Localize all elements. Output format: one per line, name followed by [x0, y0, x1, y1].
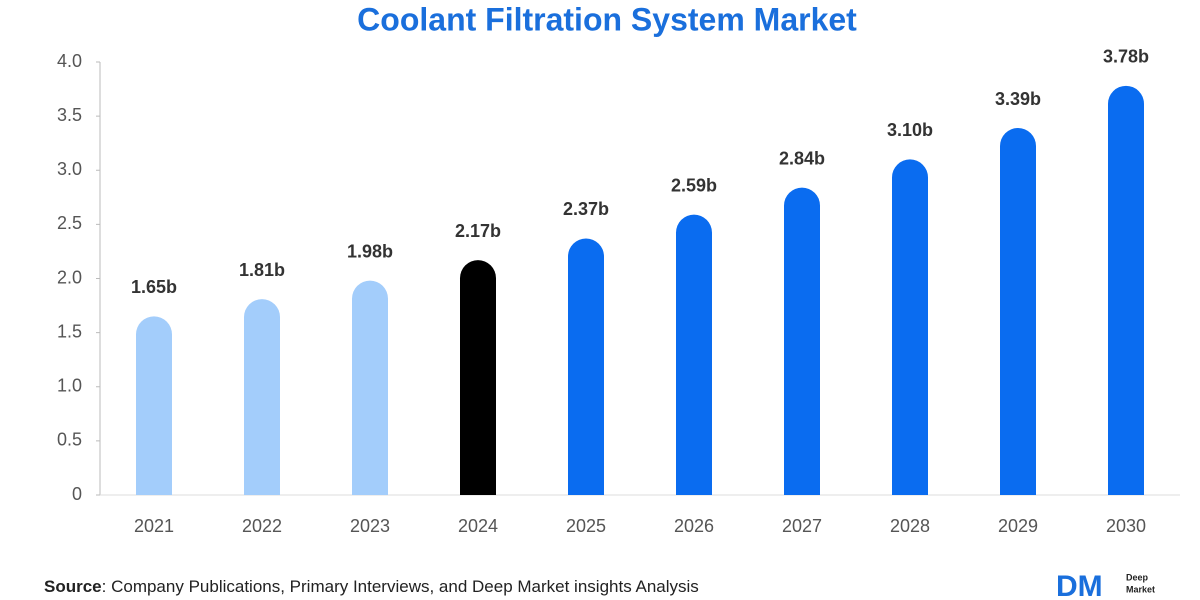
- value-label: 1.98b: [347, 241, 393, 261]
- value-label: 1.81b: [239, 260, 285, 280]
- x-tick-label: 2029: [998, 516, 1038, 536]
- logo-text: Deep: [1126, 572, 1149, 582]
- y-tick-label: 3.5: [57, 105, 82, 125]
- x-tick-label: 2021: [134, 516, 174, 536]
- y-tick-label: 3.0: [57, 159, 82, 179]
- value-label: 3.10b: [887, 120, 933, 140]
- x-tick-label: 2023: [350, 516, 390, 536]
- value-label: 2.37b: [563, 199, 609, 219]
- x-tick-label: 2028: [890, 516, 930, 536]
- bar: [244, 299, 280, 495]
- y-tick-label: 2.5: [57, 213, 82, 233]
- y-tick-label: 0.5: [57, 430, 82, 450]
- value-label: 2.17b: [455, 221, 501, 241]
- x-tick-label: 2030: [1106, 516, 1146, 536]
- source-text: : Company Publications, Primary Intervie…: [102, 577, 699, 596]
- bar: [784, 187, 820, 495]
- value-label: 3.39b: [995, 89, 1041, 109]
- bar: [568, 238, 604, 495]
- bar: [136, 316, 172, 495]
- source: Source: Company Publications, Primary In…: [44, 577, 699, 596]
- source-label: Source: [44, 577, 102, 596]
- x-tick-label: 2022: [242, 516, 282, 536]
- bar: [892, 159, 928, 495]
- bar: [676, 214, 712, 495]
- logo-mark: DM: [1056, 570, 1103, 600]
- y-tick-label: 1.5: [57, 321, 82, 341]
- bar: [460, 260, 496, 495]
- value-label: 3.78b: [1103, 47, 1149, 67]
- value-label: 2.84b: [779, 148, 825, 168]
- y-tick-label: 1.0: [57, 376, 82, 396]
- bar: [1108, 85, 1144, 496]
- bar: [1000, 128, 1036, 495]
- chart-title: Coolant Filtration System Market: [357, 1, 857, 37]
- y-tick-label: 4.0: [57, 51, 82, 71]
- y-tick-label: 0: [72, 484, 82, 504]
- x-tick-label: 2026: [674, 516, 714, 536]
- x-tick-label: 2025: [566, 516, 606, 536]
- y-tick-label: 2.0: [57, 267, 82, 287]
- x-tick-label: 2027: [782, 516, 822, 536]
- logo-text: Market: [1126, 584, 1155, 594]
- x-tick-label: 2024: [458, 516, 498, 536]
- value-label: 1.65b: [131, 277, 177, 297]
- value-label: 2.59b: [671, 175, 717, 195]
- bar: [352, 280, 388, 495]
